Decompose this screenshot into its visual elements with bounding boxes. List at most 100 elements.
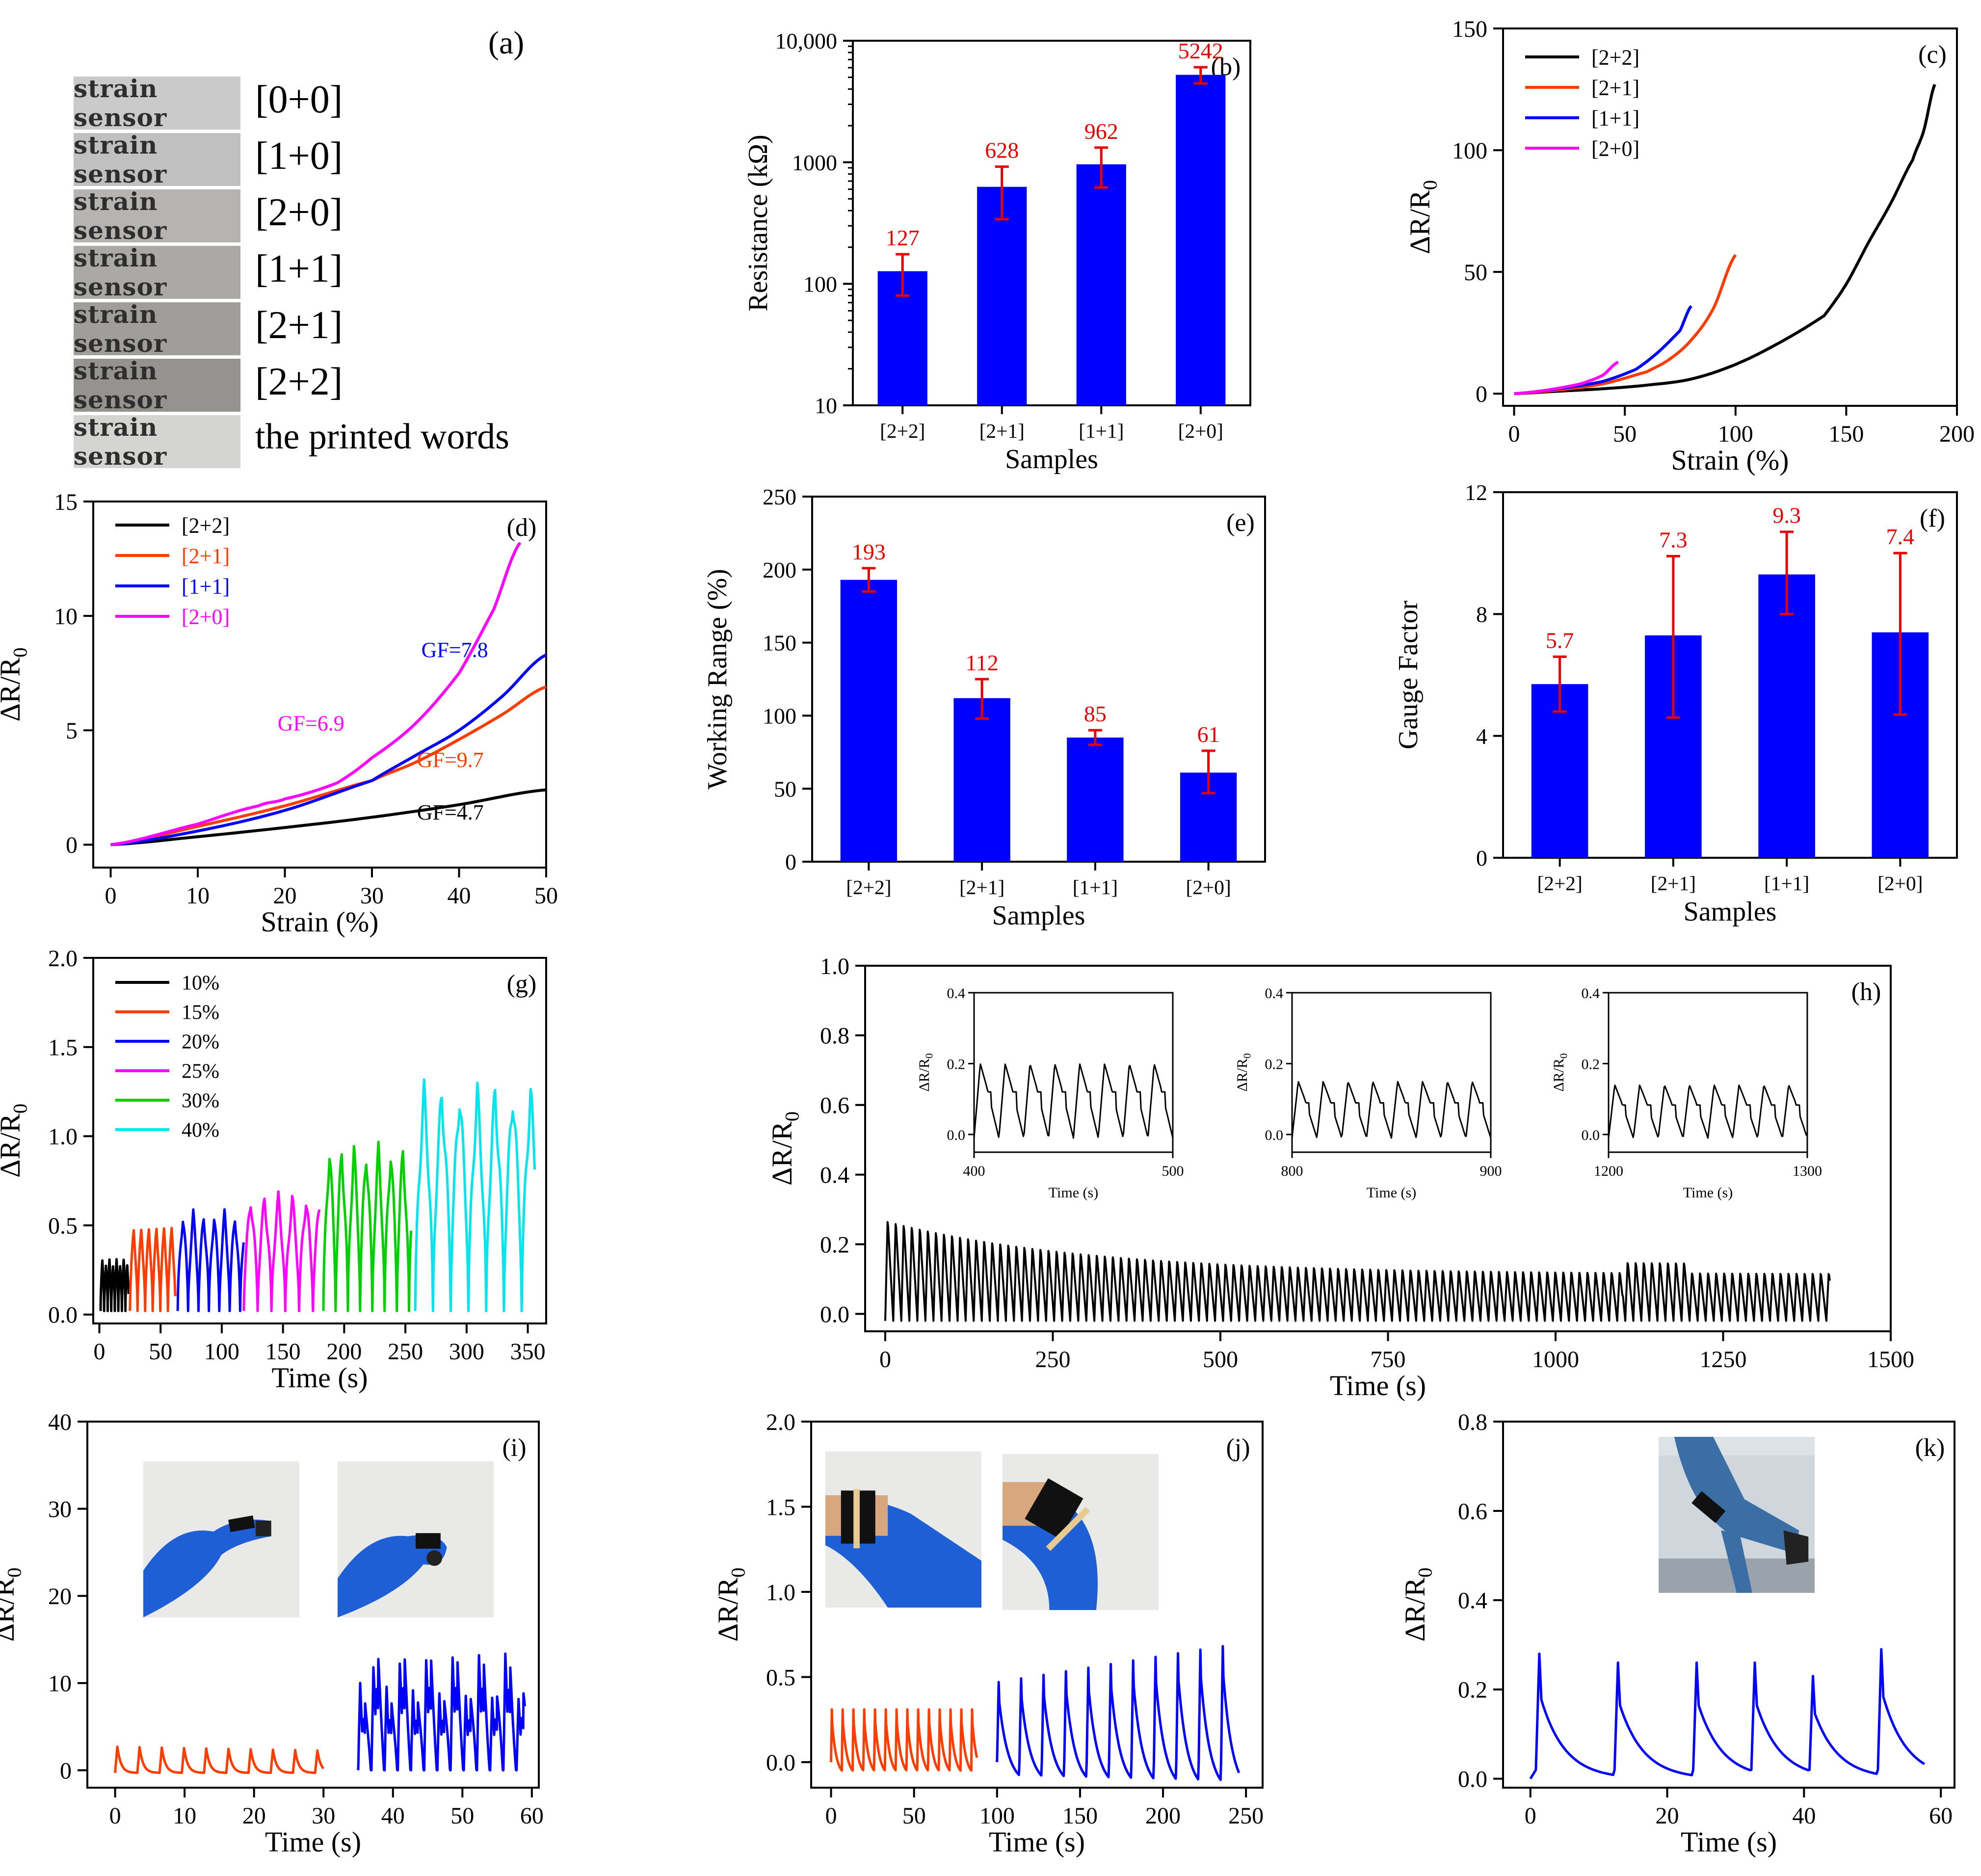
x-tick-label: 0 [93, 1339, 105, 1365]
y-tick-label: 250 [763, 484, 796, 509]
x-tick-label: 0 [879, 1347, 891, 1373]
subscript: 0 [1419, 180, 1441, 190]
inset-chart: 0.0 0.2 0.4 800 900 Time (s) ΔR/R0 [1234, 985, 1502, 1201]
y-tick-label: 0.5 [48, 1213, 78, 1239]
inset-y-tick-label: 0.4 [947, 985, 966, 1002]
series-line [1514, 305, 1692, 396]
y-axis-label: ΔR/R0 [1234, 1053, 1253, 1091]
x-axis-label: Strain (%) [261, 906, 379, 938]
value-label: 61 [1197, 722, 1220, 747]
x-axis-label: Time (s) [265, 1826, 361, 1858]
series-line [110, 685, 547, 846]
x-tick-label: 300 [449, 1339, 484, 1365]
y-axis-label: ΔR/R0 [1551, 1053, 1570, 1091]
x-axis-label: Time (s) [1681, 1826, 1777, 1858]
plot-frame [864, 965, 1892, 1332]
legend-label: [2+2] [1591, 45, 1639, 69]
x-tick-label: 30 [312, 1803, 335, 1829]
sensor-strip: strain sensor [74, 356, 240, 414]
plot-frame [852, 40, 1251, 406]
x-tick-label: 100 [204, 1339, 239, 1365]
y-tick-label: 0.2 [820, 1232, 849, 1258]
x-tick-label: 20 [242, 1803, 266, 1829]
value-label: 193 [852, 539, 886, 564]
panel-letter: (i) [502, 1434, 526, 1462]
bar [1176, 75, 1226, 405]
plot-frame [1502, 491, 1958, 859]
x-tick-label: 0 [1508, 421, 1520, 447]
x-tick-label: 60 [520, 1803, 544, 1829]
subscript: 0 [727, 1567, 749, 1577]
inset-y-tick-label: 0.2 [947, 1056, 966, 1072]
gf-annotation: GF=6.9 [278, 711, 344, 735]
x-axis-label: Time (s) [989, 1826, 1085, 1858]
x-tick-label: 1000 [1532, 1347, 1579, 1373]
y-axis-label-text: ΔR/R0 [1234, 1053, 1253, 1091]
y-tick-label: 10 [48, 1671, 72, 1697]
y-axis-label: ΔR/R0 [0, 1104, 31, 1178]
x-tick-label: 10 [173, 1803, 196, 1829]
y-axis-label-text: ΔR/R0 [1399, 1567, 1436, 1641]
y-axis-label-text: ΔR/R0 [0, 647, 31, 721]
legend-label: [2+2] [182, 513, 230, 537]
series-line [357, 1652, 526, 1771]
legend-label: 40% [182, 1119, 219, 1142]
y-axis-label: ΔR/R0 [1399, 1567, 1436, 1641]
value-label: 7.3 [1659, 527, 1688, 552]
legend-label: 20% [182, 1031, 219, 1054]
y-tick-label: 2.0 [48, 946, 78, 972]
series-line [884, 1221, 1831, 1322]
x-tick-label: [2+2] [880, 420, 925, 442]
y-tick-label: 8 [1476, 602, 1487, 627]
y-axis-label-text: Working Range (%) [702, 569, 733, 790]
y-tick-label: 1.0 [48, 1124, 78, 1150]
plot-frame [810, 1421, 1264, 1789]
y-tick-label: 100 [763, 704, 796, 729]
y-tick-label: 50 [774, 776, 796, 801]
inset-x-tick-label: 500 [1162, 1163, 1184, 1179]
sample-label: the printed words [255, 417, 509, 457]
y-tick-label: 30 [48, 1496, 72, 1522]
plot-frame [86, 1421, 540, 1789]
chart-d: 0 5 10 15 0 10 20 30 40 50 Strain (%) ΔR/R0 (d) [2+2]… [0, 489, 558, 938]
photo-leg-knee-bent [1659, 1437, 1815, 1593]
x-tick-label: 60 [1929, 1803, 1953, 1829]
y-tick-label: 0 [1476, 381, 1487, 407]
x-tick-label: [1+1] [1079, 420, 1124, 442]
inset-x-label: Time (s) [1367, 1185, 1416, 1201]
value-label: 5.7 [1546, 628, 1574, 653]
x-axis-label: Samples [992, 900, 1085, 931]
y-tick-label: 0 [1476, 846, 1487, 871]
chart-f: 0 4 8 12 [2+2] [2+1] [1+1] [2+0] Samples Gauge Fa… [1393, 480, 1958, 927]
y-axis-label-text: Gauge Factor [1393, 601, 1424, 750]
x-tick-label: 50 [450, 1803, 474, 1829]
panel-a-photo: strain sensor strain sensor strain sensor s… [74, 64, 240, 471]
legend-label: [2+1] [1591, 76, 1639, 100]
x-tick-label: 0 [109, 1803, 121, 1829]
y-tick-label: 2.0 [766, 1409, 795, 1435]
inset-y-tick-label: 0.0 [1582, 1127, 1600, 1143]
series-line [99, 1258, 130, 1313]
inset-chart: 0.0 0.2 0.4 400 500 Time (s) ΔR/R0 [916, 985, 1184, 1201]
chart-h: 0.0 0.2 0.4 0.6 0.8 1.0 0 250 500 750 1000 1250 1500… [766, 953, 1914, 1401]
y-tick-label: 0.4 [1458, 1588, 1487, 1614]
strip-text: strain sensor [74, 74, 167, 132]
x-tick-label: [2+0] [1178, 420, 1223, 442]
y-axis-label-text: Resistance (kΩ) [743, 134, 773, 311]
x-tick-label: [2+0] [1877, 872, 1923, 895]
inset-y-tick-label: 0.4 [1582, 985, 1600, 1002]
sample-label: [0+0] [255, 78, 343, 121]
inset-x-tick-label: 400 [963, 1163, 985, 1179]
sensor-strip: strain sensor [74, 131, 240, 188]
x-tick-label: 500 [1203, 1347, 1238, 1373]
y-tick-label: 0.6 [1458, 1499, 1487, 1525]
subscript: 0 [9, 647, 31, 657]
bar [1067, 738, 1124, 862]
x-axis-label: Samples [1005, 444, 1098, 475]
plot-frame [1502, 1421, 1955, 1789]
x-tick-label: 200 [1145, 1803, 1181, 1829]
y-axis-label-text: ΔR/R0 [0, 1567, 26, 1641]
x-tick-label: [2+2] [846, 876, 891, 898]
value-label: 7.4 [1886, 524, 1915, 549]
y-tick-label: 15 [54, 489, 78, 515]
